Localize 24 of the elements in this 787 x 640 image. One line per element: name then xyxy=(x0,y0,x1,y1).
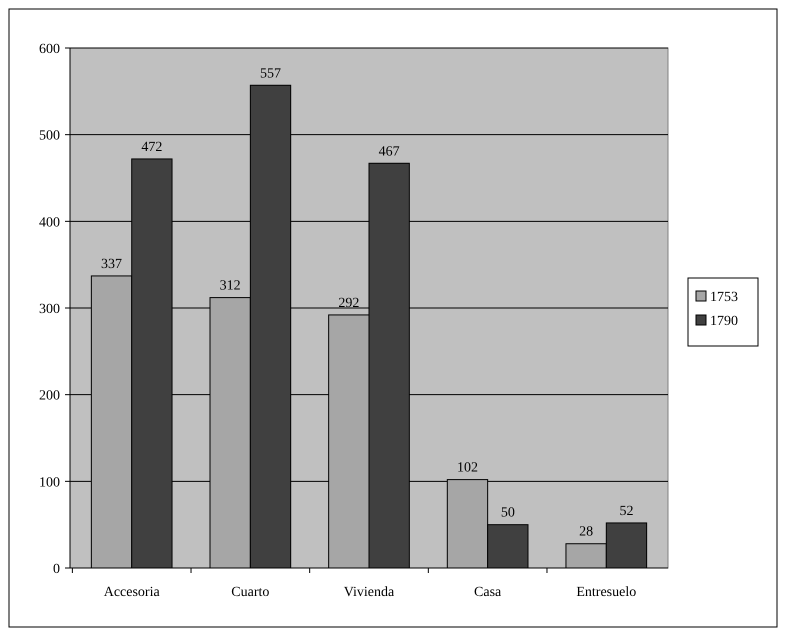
data-label: 102 xyxy=(456,460,478,476)
y-tick-label: 0 xyxy=(53,562,60,577)
x-tick-label: Vivienda xyxy=(344,585,396,600)
data-label: 467 xyxy=(378,144,400,160)
y-tick-label: 200 xyxy=(39,388,60,404)
data-label: 312 xyxy=(220,278,241,294)
data-label: 292 xyxy=(338,296,360,311)
data-label: 337 xyxy=(101,256,122,272)
x-tick-label: Entresuelo xyxy=(576,585,636,600)
x-tick-label: Accesoria xyxy=(104,585,160,600)
data-label: 472 xyxy=(141,140,162,155)
data-label: 28 xyxy=(579,524,594,540)
data-label: 50 xyxy=(500,506,515,521)
data-label: 52 xyxy=(619,504,634,519)
y-tick-label: 100 xyxy=(39,475,60,490)
y-tick-label: 400 xyxy=(39,215,60,230)
x-tick-label: Casa xyxy=(474,585,502,600)
y-tick-label: 300 xyxy=(39,302,60,317)
data-label: 557 xyxy=(260,66,282,82)
legend-label: 1753 xyxy=(710,290,738,305)
y-tick-label: 500 xyxy=(39,128,60,144)
legend-label: 1790 xyxy=(710,314,738,329)
x-tick-label: Cuarto xyxy=(231,585,270,600)
y-tick-label: 600 xyxy=(39,42,60,57)
